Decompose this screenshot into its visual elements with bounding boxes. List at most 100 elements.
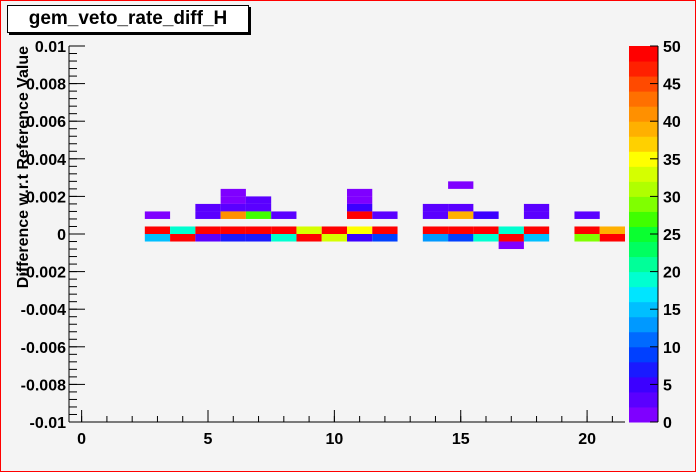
x-tick-label: 15 [452, 431, 470, 448]
palette-swatch [629, 331, 658, 348]
palette-swatch [629, 106, 658, 122]
palette-swatch [629, 211, 658, 227]
heatmap-cell [448, 226, 474, 234]
heatmap-cell [422, 203, 449, 212]
palette-swatch [629, 226, 658, 243]
x-tick-label: 0 [77, 431, 86, 448]
heatmap-cell [296, 226, 322, 234]
heatmap-cell [347, 188, 373, 197]
heatmap-cell [372, 211, 398, 219]
heatmap-cell [245, 234, 272, 242]
palette-tick-label: 15 [663, 302, 681, 319]
heatmap-cell [321, 226, 347, 234]
heatmap-cell [422, 211, 449, 219]
heatmap-cell [347, 211, 373, 219]
y-tick-label: 0.006 [26, 114, 66, 131]
palette-swatch [629, 151, 658, 167]
palette-tick-label: 30 [663, 189, 681, 206]
palette-swatch [629, 91, 658, 107]
heatmap-cell [321, 234, 347, 242]
heatmap-cell [170, 234, 196, 242]
y-tick-label: 0.01 [35, 39, 66, 56]
heatmap-cell [144, 226, 171, 234]
palette-swatch [629, 376, 658, 393]
chart-title: gem_veto_rate_diff_H [7, 5, 249, 33]
heatmap-cell [523, 234, 550, 242]
heatmap-cell [448, 181, 474, 189]
palette-swatch [629, 136, 658, 152]
heatmap-cell [498, 234, 524, 242]
palette-tick-label: 40 [663, 114, 681, 131]
heatmap-cell [245, 226, 272, 234]
heatmap-cell [245, 196, 272, 204]
y-axis-title: Difference w.r.t Reference Value [15, 46, 32, 288]
palette-swatch [629, 391, 658, 408]
heatmap-cell [422, 234, 449, 242]
heatmap-cell [220, 188, 246, 197]
heatmap-cell [422, 226, 449, 234]
y-tick-label: 0.002 [26, 189, 66, 206]
heatmap-cell [144, 211, 171, 219]
heatmap-cell [473, 234, 499, 242]
palette-tick-label: 35 [663, 152, 681, 169]
heatmap-cell [599, 234, 625, 242]
heatmap-cell [599, 226, 625, 234]
y-tick-label: 0 [57, 227, 66, 244]
heatmap-cell [574, 234, 600, 242]
palette-swatch [629, 166, 658, 182]
heatmap-cell [523, 211, 550, 219]
heatmap-cell [448, 203, 474, 212]
heatmap-cell [498, 241, 524, 250]
palette-tick-label: 45 [663, 77, 681, 94]
heatmap-cell [245, 211, 272, 219]
heatmap-cell [448, 234, 474, 242]
y-tick-label: -0.008 [21, 377, 66, 394]
heatmap-cell [498, 226, 524, 234]
heatmap-cell [220, 211, 246, 219]
x-tick-label: 5 [204, 431, 213, 448]
heatmap-cell [448, 211, 474, 219]
palette-swatch [629, 181, 658, 197]
heatmap-cell [271, 226, 297, 234]
heatmap-cell [473, 226, 499, 234]
heatmap-cell [347, 196, 373, 204]
heatmap-cell [372, 226, 398, 234]
palette-tick-label: 10 [663, 340, 681, 357]
heatmap-cell [473, 211, 499, 219]
heatmap-cell [271, 211, 297, 219]
palette-tick-label: 20 [663, 265, 681, 282]
x-tick-label: 10 [325, 431, 343, 448]
x-tick-label: 20 [578, 431, 596, 448]
heatmap-cell [195, 203, 221, 212]
palette-swatch [629, 256, 658, 273]
heatmap-cell [220, 203, 246, 212]
heatmap-cell [271, 234, 297, 242]
palette-tick-label: 25 [663, 227, 681, 244]
heatmap-cell [347, 203, 373, 212]
heatmap-cell [144, 234, 171, 242]
palette-swatch [629, 61, 658, 77]
heatmap-cell [347, 226, 373, 234]
palette-swatch [629, 271, 658, 288]
palette-tick-label: 0 [663, 415, 672, 432]
heatmap-cell [574, 226, 600, 234]
y-tick-label: -0.004 [21, 302, 66, 319]
heatmap-cell [170, 226, 196, 234]
palette-swatch [629, 316, 658, 333]
palette-swatch [629, 346, 658, 363]
palette-swatch [629, 301, 658, 318]
heatmap-cell [372, 234, 398, 242]
palette-swatch [629, 76, 658, 92]
palette-swatch [629, 361, 658, 378]
palette-swatch [629, 406, 658, 423]
heatmap-cell [220, 234, 246, 242]
heatmap-cell [195, 234, 221, 242]
heatmap-cell [195, 226, 221, 234]
heatmap-cell [220, 226, 246, 234]
heatmap-cell [523, 226, 550, 234]
heatmap-cell [245, 203, 272, 212]
heatmap-cell [347, 234, 373, 242]
heatmap-cell [574, 211, 600, 219]
y-tick-label: -0.002 [21, 265, 66, 282]
